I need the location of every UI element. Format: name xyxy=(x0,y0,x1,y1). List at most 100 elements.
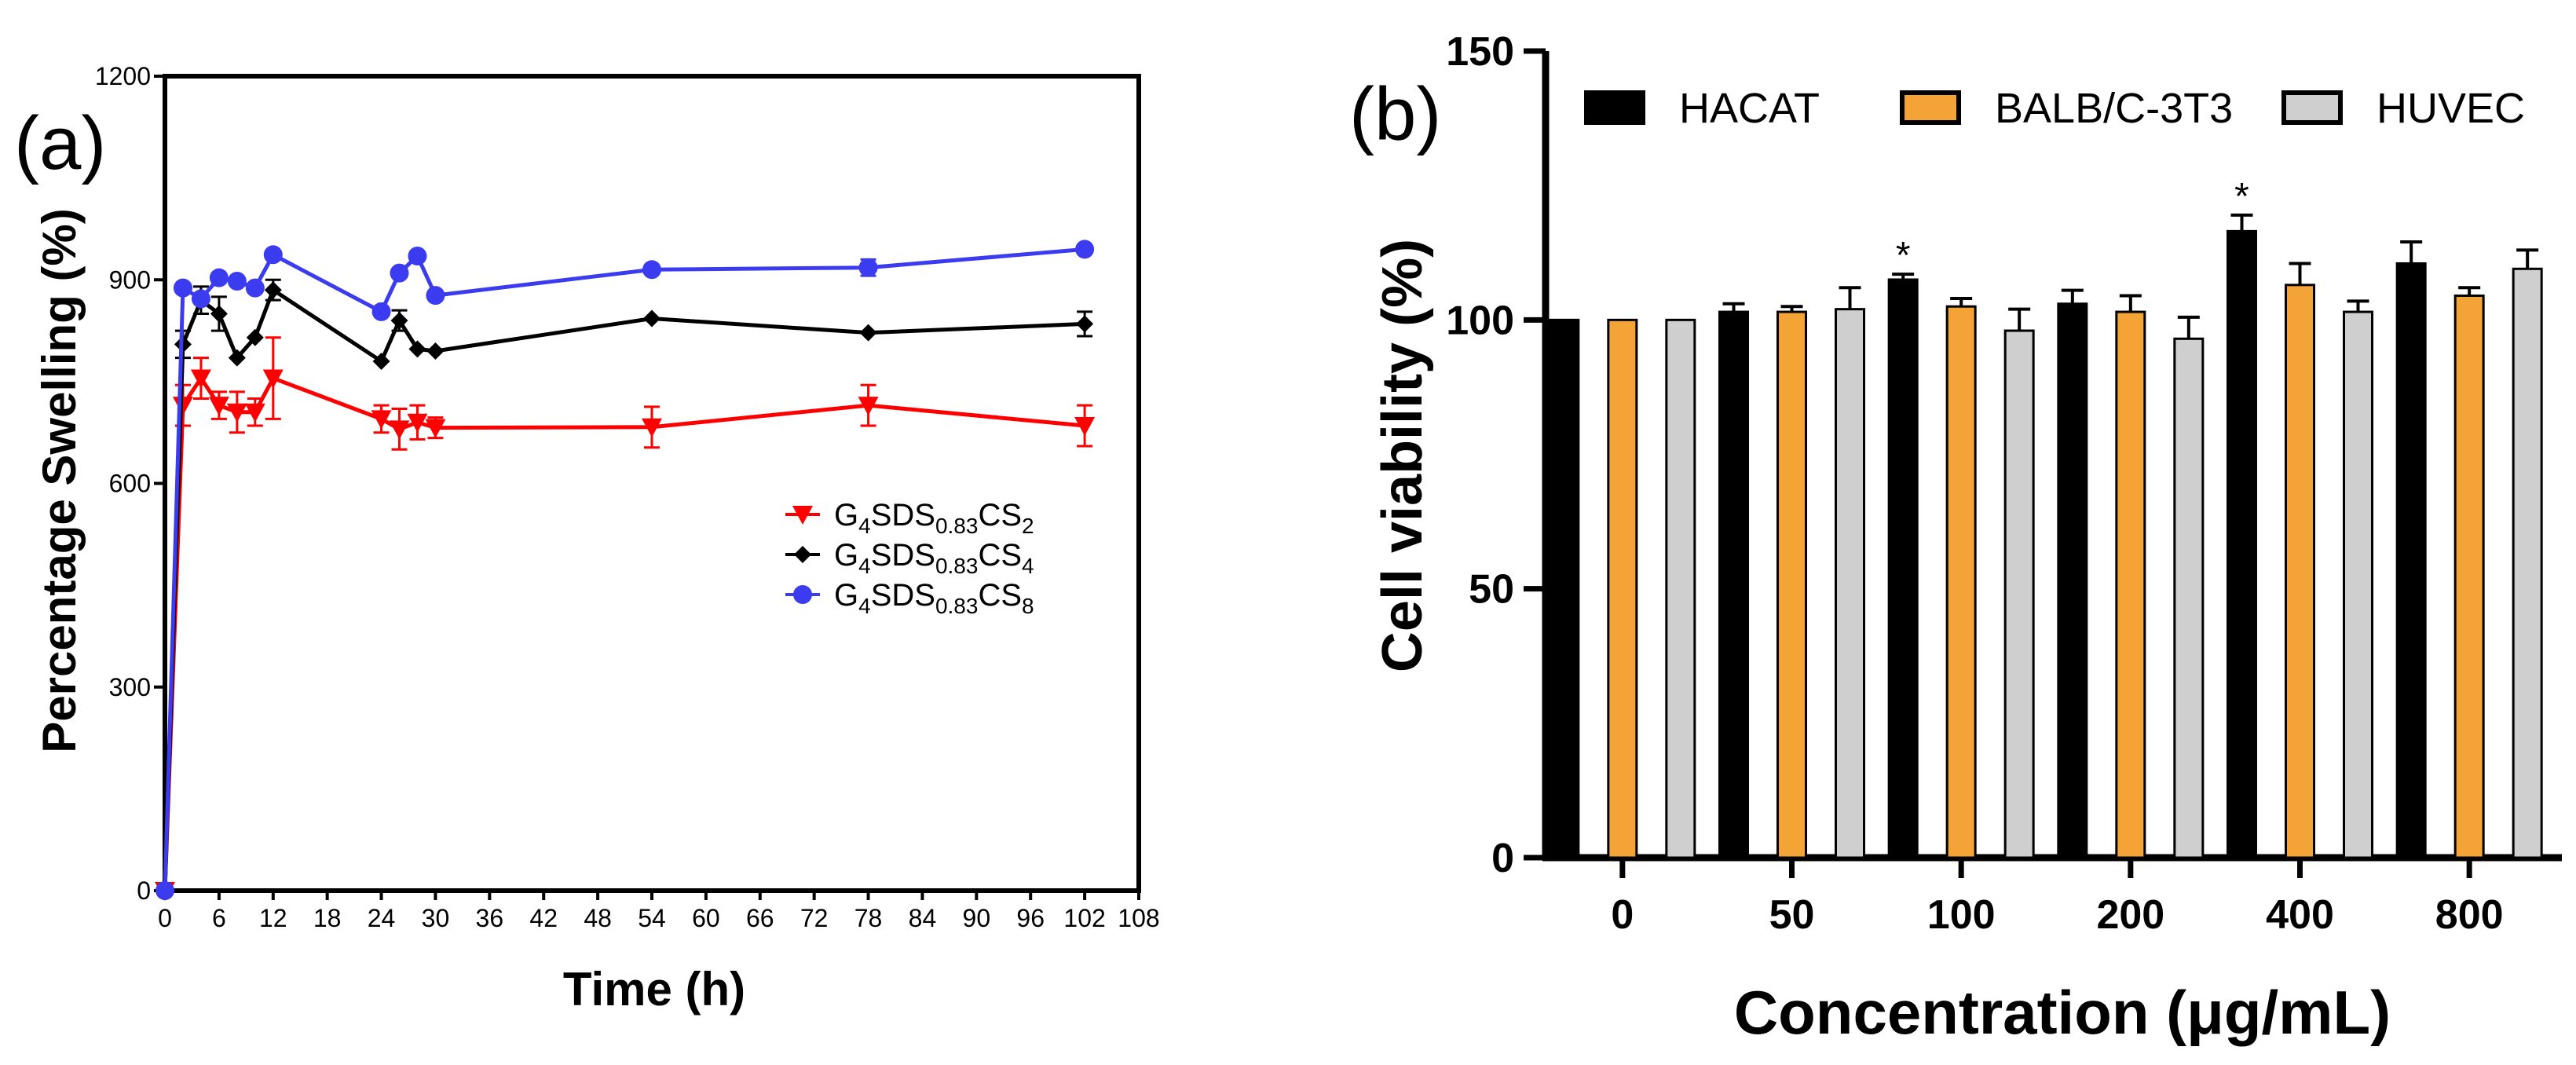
panel-b-bar-balb-c-3t3-100 xyxy=(1945,305,1977,859)
panel-b-significance-marker-100: * xyxy=(1896,235,1911,276)
panel-b-bar-hacat-400 xyxy=(2227,229,2257,859)
panel-a-x-tick-label-108: 108 xyxy=(1118,904,1159,932)
panel-a-data-point xyxy=(642,260,661,280)
panel-b-legend-swatch-huvec xyxy=(2281,90,2343,125)
panel-a-legend-marker-g4sds0-83cs8 xyxy=(793,585,812,604)
panel-a-data-point xyxy=(244,403,265,423)
panel-b-x-tick-label-0: 0 xyxy=(1611,892,1634,938)
panel-a-label: (a) xyxy=(14,101,106,185)
panel-b-legend: HACAT BALB/C-3T3 HUVEC xyxy=(1584,85,2525,132)
panel-a-data-point xyxy=(642,418,662,437)
panel-a-data-point xyxy=(208,397,229,416)
panel-a-y-tick-label-1200: 1200 xyxy=(95,62,151,90)
panel-a-data-point xyxy=(425,419,446,438)
panel-a-swelling-chart: (a) 0 6 12 18 24 30 36 42 48 54 60 66 72 78 84 90 96 102 1… xyxy=(14,62,1160,1016)
panel-a-data-point xyxy=(262,369,284,389)
panel-a-x-tick-label-48: 48 xyxy=(584,904,612,932)
panel-a-x-tick-label-72: 72 xyxy=(800,904,829,932)
panel-a-x-tick-label-36: 36 xyxy=(476,904,504,932)
panel-b-bar-balb-c-3t3-200 xyxy=(2115,310,2146,859)
panel-b-x-tick-label-400: 400 xyxy=(2266,892,2334,938)
panel-b-x-tick-label-200: 200 xyxy=(2096,892,2164,938)
panel-a-x-tick-label-66: 66 xyxy=(746,904,774,932)
panel-b-y-tick-label-150: 150 xyxy=(1446,29,1514,75)
panel-a-x-axis-label: Time (h) xyxy=(563,963,745,1016)
panel-a-y-axis-label: Percentage Swelling (%) xyxy=(33,208,86,753)
panel-a-data-point xyxy=(407,413,428,433)
panel-b-bar-balb-c-3t3-400 xyxy=(2285,284,2315,859)
panel-a-x-tick-label-54: 54 xyxy=(638,904,666,932)
panel-a-data-point xyxy=(643,309,660,328)
panel-a-x-tick-label-84: 84 xyxy=(909,904,937,932)
panel-a-legend-label-g4sds0-83cs8: G4SDS0.83CS8 xyxy=(834,578,1034,618)
panel-a-data-point xyxy=(191,289,210,309)
panel-a-legend-label-g4sds0-83cs4: G4SDS0.83CS4 xyxy=(834,538,1034,578)
panel-a-data-point xyxy=(228,349,246,367)
panel-b-bar-huvec-0 xyxy=(1665,318,1696,859)
panel-b-bar-hacat-100 xyxy=(1887,278,1919,859)
panel-a-data-point xyxy=(1075,240,1095,259)
panel-a-data-point xyxy=(859,324,877,342)
panel-a-y-tick-label-0: 0 xyxy=(137,877,151,905)
panel-a-data-point xyxy=(245,278,265,298)
panel-b-x-tick-label-100: 100 xyxy=(1927,892,1996,938)
panel-a-x-tick-label-18: 18 xyxy=(313,904,342,932)
panel-a-data-point xyxy=(227,271,247,291)
panel-a-legend-label-g4sds0-83cs2: G4SDS0.83CS2 xyxy=(834,498,1034,538)
panel-a-x-tick-label-30: 30 xyxy=(422,904,450,932)
panel-b-legend-label-huvec: HUVEC xyxy=(2377,85,2525,132)
panel-b-x-tick-label-50: 50 xyxy=(1769,892,1815,938)
panel-b-bar-huvec-800 xyxy=(2512,267,2543,859)
panel-a-data-point xyxy=(190,369,211,389)
panel-a-data-point xyxy=(156,881,174,900)
panel-b-bar-hacat-800 xyxy=(2395,262,2427,859)
panel-b-x-axis-label: Concentration (μg/mL) xyxy=(1734,978,2391,1047)
panel-a-data-point xyxy=(209,268,229,287)
panel-b-viability-chart: (b) 0 50 100 150 0 50 100 200 400 800 * * Concentra… xyxy=(1349,29,2562,1047)
panel-a-y-tick-label-900: 900 xyxy=(109,265,151,294)
panel-a-x-tick-label-24: 24 xyxy=(368,904,396,932)
panel-a-data-point xyxy=(389,420,410,440)
panel-b-legend-label-balb-c-3t3: BALB/C-3T3 xyxy=(1995,85,2233,132)
panel-b-bar-balb-c-3t3-50 xyxy=(1776,310,1807,859)
panel-b-y-axis-label: Cell viability (%) xyxy=(1371,239,1434,672)
panel-b-bar-huvec-100 xyxy=(2003,329,2035,859)
panel-a-series-g4sds0-83cs2 xyxy=(155,336,1096,901)
panel-b-significance-marker-400: * xyxy=(2234,176,2249,218)
panel-b-bar-huvec-200 xyxy=(2173,337,2205,859)
panel-a-x-tick-label-12: 12 xyxy=(259,904,287,932)
panel-a-y-tick-label-600: 600 xyxy=(109,470,151,498)
panel-b-bar-balb-c-3t3-0 xyxy=(1607,318,1638,859)
panel-a-data-point xyxy=(858,258,878,277)
panel-a-legend-marker-g4sds0-83cs2 xyxy=(792,506,813,525)
panel-b-bar-huvec-50 xyxy=(1835,308,1865,859)
panel-a-plot-area: 0 6 12 18 24 30 36 42 48 54 60 66 72 78 84 90 96 102 108 0 3… xyxy=(95,62,1160,932)
panel-a-data-point xyxy=(1076,315,1094,333)
panel-a-x-tick-label-60: 60 xyxy=(692,904,720,932)
panel-a-data-point xyxy=(408,247,427,266)
panel-a-y-tick-label-300: 300 xyxy=(109,673,151,701)
panel-a-legend-marker-g4sds0-83cs4 xyxy=(794,546,811,563)
panel-a-data-point xyxy=(264,281,282,299)
panel-a-data-point xyxy=(173,278,192,298)
panel-b-y-tick-label-50: 50 xyxy=(1469,567,1514,613)
panel-a-data-point xyxy=(226,403,247,423)
panel-b-plot-area: 0 50 100 150 0 50 100 200 400 800 * * xyxy=(1446,29,2562,938)
panel-b-label: (b) xyxy=(1349,72,1441,156)
panel-a-data-point xyxy=(1074,417,1096,437)
panel-b-legend-swatch-balb-c-3t3 xyxy=(1900,90,1961,125)
panel-a-data-point xyxy=(371,302,391,321)
panel-b-legend-label-hacat: HACAT xyxy=(1679,85,1820,132)
panel-b-x-tick-label-800: 800 xyxy=(2435,892,2504,938)
panel-a-data-point xyxy=(426,286,445,306)
panel-b-bar-huvec-400 xyxy=(2343,310,2373,859)
panel-a-data-point xyxy=(371,410,392,430)
panel-a-series-g4sds0-83cs8 xyxy=(156,240,1095,900)
panel-a-x-tick-label-90: 90 xyxy=(963,904,991,932)
panel-b-y-tick-label-0: 0 xyxy=(1491,836,1514,881)
panel-a-data-point xyxy=(246,328,264,346)
panel-a-data-point xyxy=(210,305,228,323)
